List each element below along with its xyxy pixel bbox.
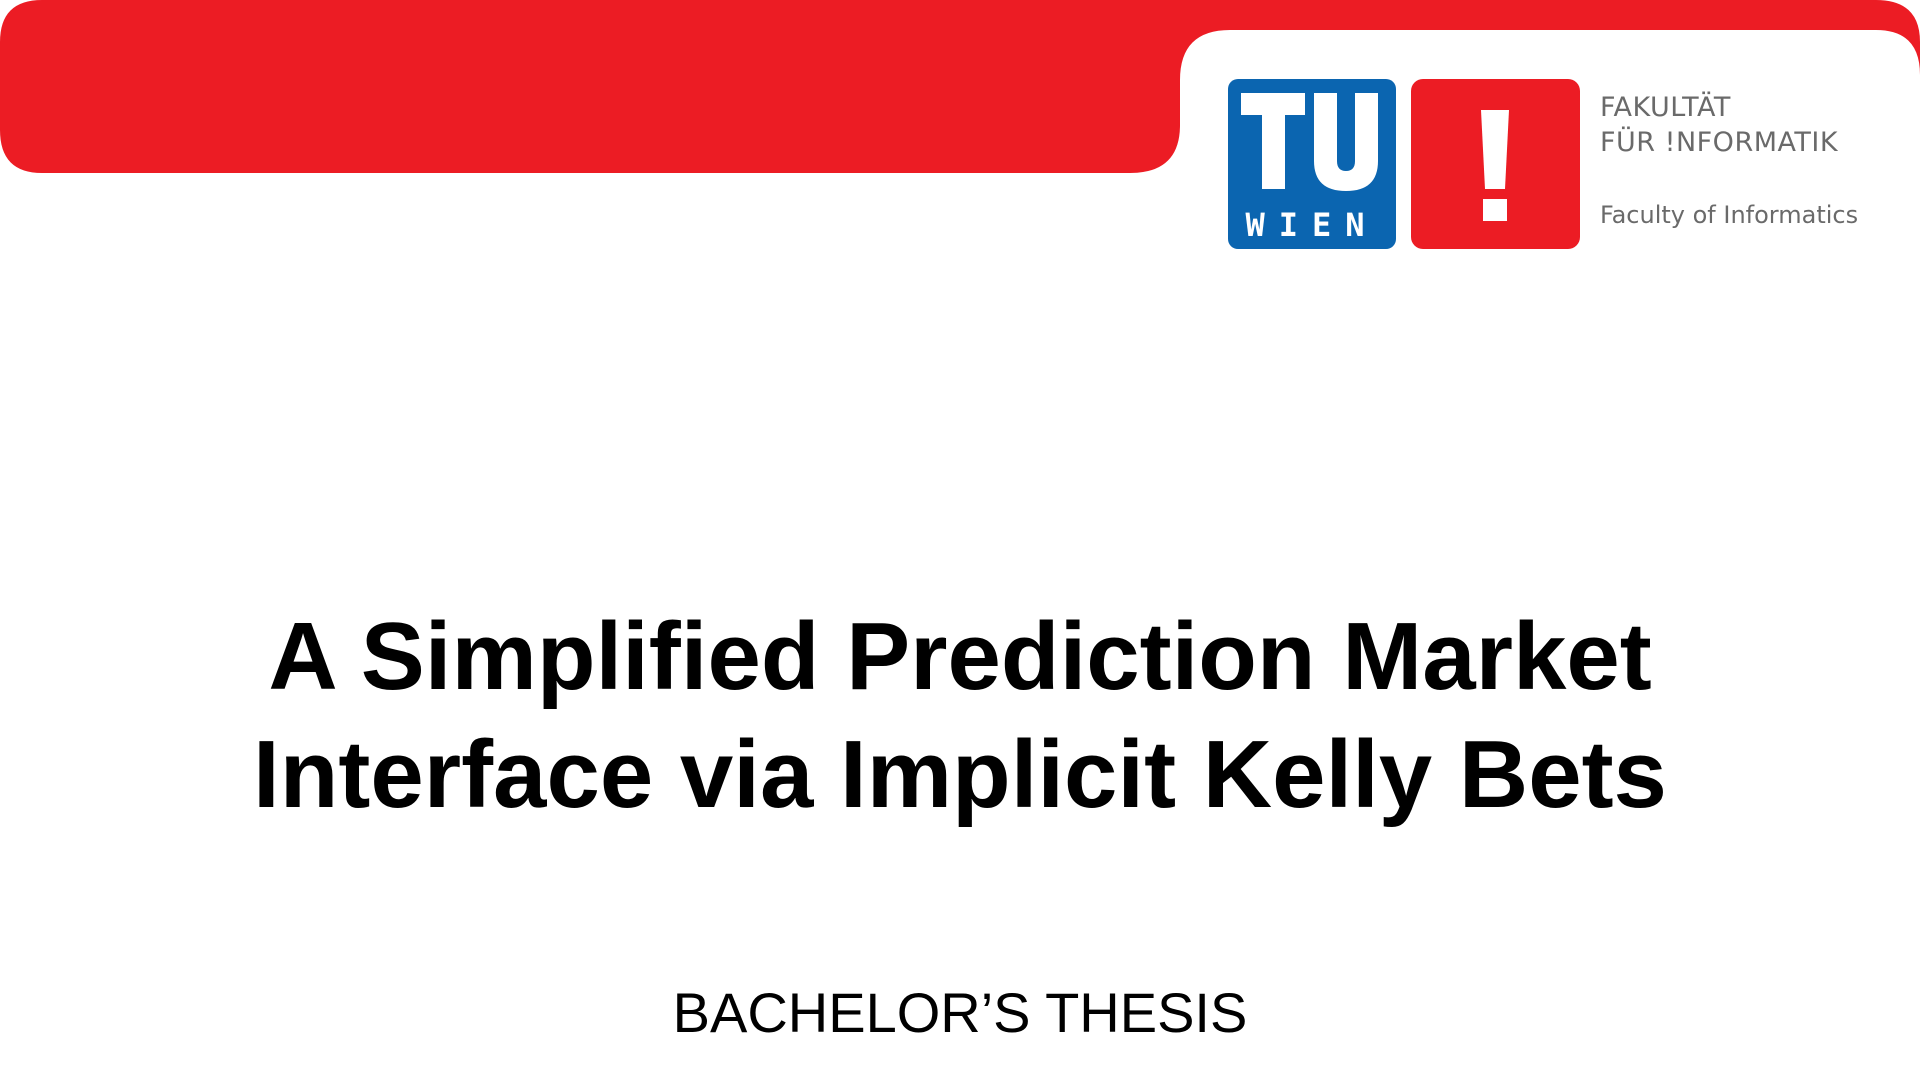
faculty-name-english: Faculty of Informatics (1600, 201, 1859, 229)
tu-wien-logo-graphic: WIEN (1241, 93, 1378, 244)
faculty-name-line1: FAKULTÄT (1600, 92, 1731, 123)
header-band (0, 0, 1920, 173)
faculty-name-line2: FÜR !NFORMATIK (1600, 127, 1839, 158)
thesis-title: A Simplified Prediction Market Interface… (0, 598, 1920, 834)
tu-wien-logo: WIEN (1228, 79, 1396, 249)
thesis-title-line2: Interface via Implicit Kelly Bets (253, 721, 1667, 828)
informatik-logo (1411, 79, 1580, 249)
thesis-title-line1: A Simplified Prediction Market (268, 603, 1652, 710)
exclamation-icon (1481, 110, 1509, 221)
tu-wien-logo-wien-text: WIEN (1245, 206, 1378, 244)
faculty-name: FAKULTÄT FÜR !NFORMATIK Faculty of Infor… (1600, 90, 1858, 230)
document-type: BACHELOR’S THESIS (672, 981, 1248, 1044)
